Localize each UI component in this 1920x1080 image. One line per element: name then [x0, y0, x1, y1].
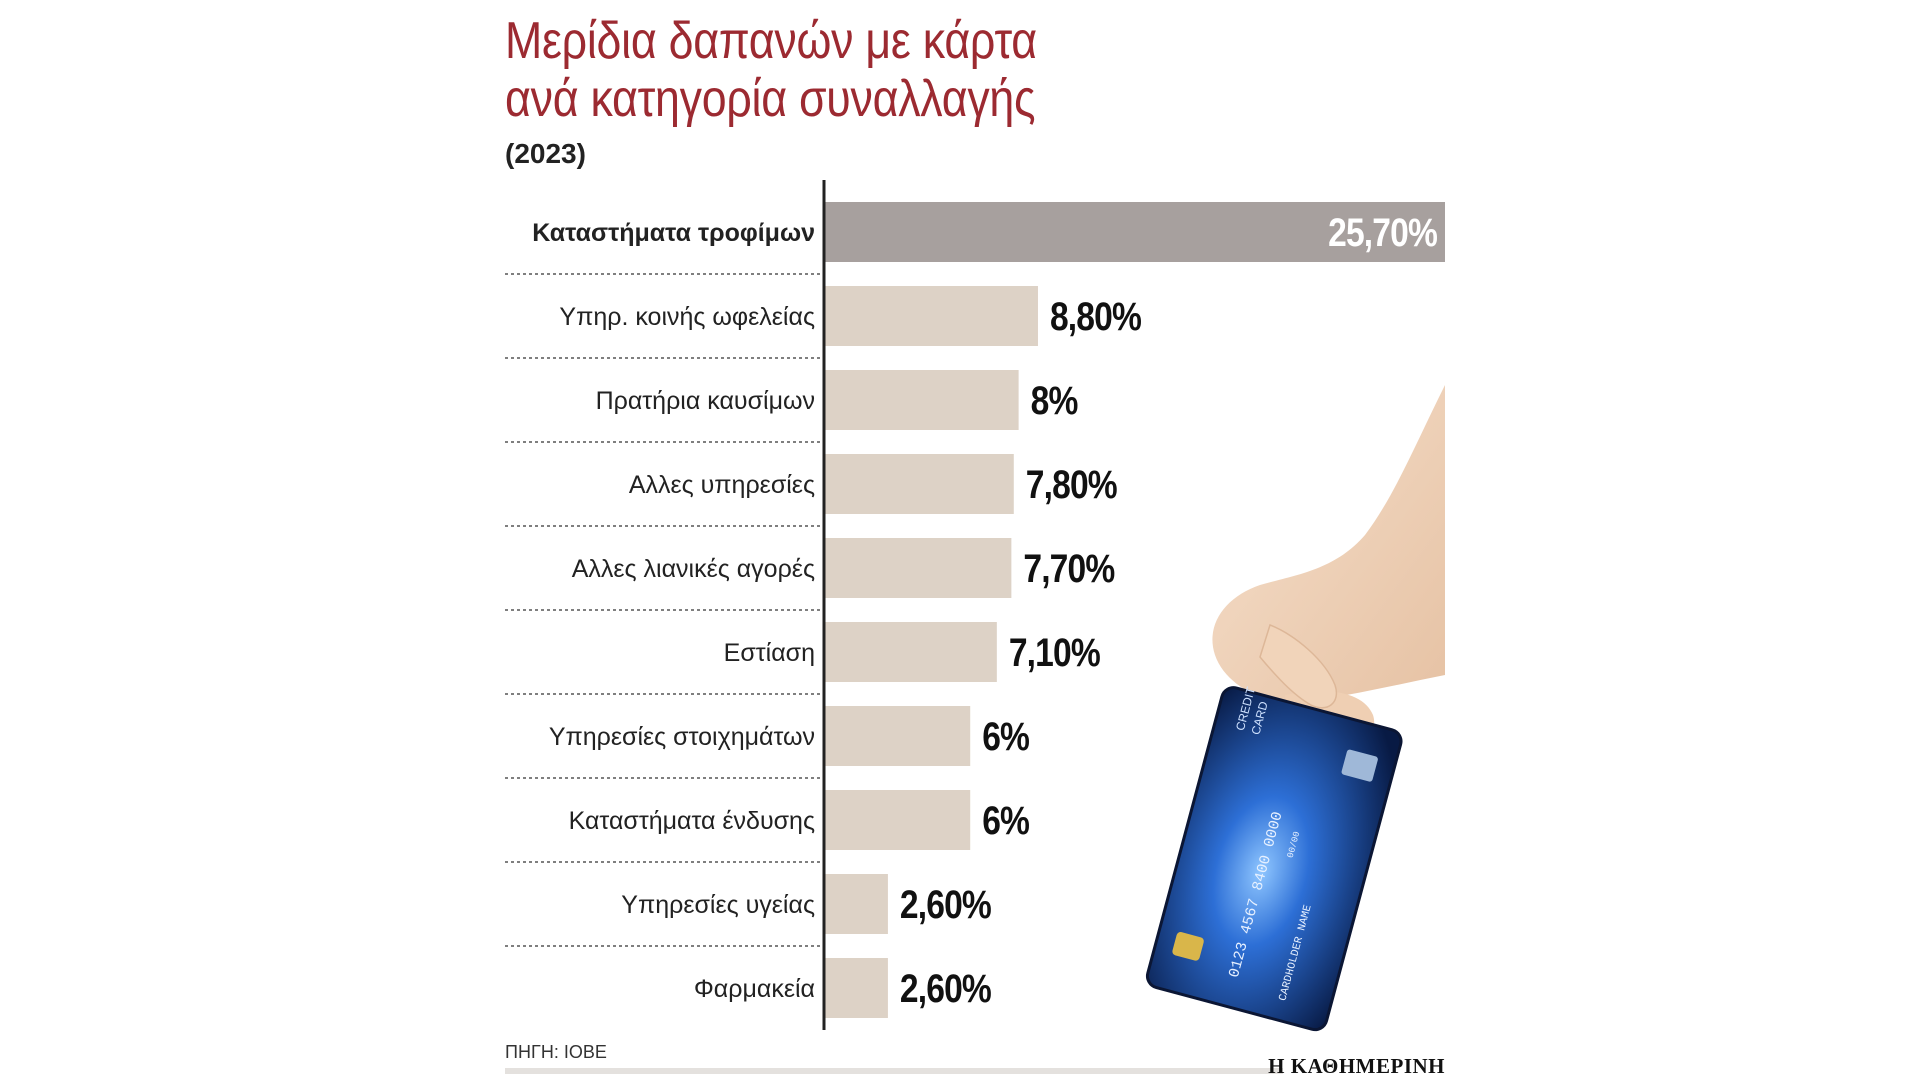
- value-label-4: 7,80%: [1026, 462, 1117, 506]
- bar-2: [825, 286, 1038, 346]
- value-label-3: 8%: [1031, 378, 1078, 422]
- chart-subtitle: (2023): [505, 138, 586, 169]
- category-label-9: Υπηρεσίες υγείας: [621, 891, 815, 919]
- value-label-2: 8,80%: [1050, 294, 1141, 338]
- value-label-6: 7,10%: [1009, 630, 1100, 674]
- value-label-5: 7,70%: [1023, 546, 1114, 590]
- hand-thumb-shape: [1259, 624, 1338, 709]
- value-label-9: 2,60%: [900, 882, 991, 926]
- category-label-2: Υπηρ. κοινής ωφελείας: [559, 303, 815, 331]
- category-label-4: Αλλες υπηρεσίες: [629, 471, 815, 499]
- bar-6: [825, 622, 997, 682]
- value-label-8: 6%: [982, 798, 1029, 842]
- hand-palm-shape: [1212, 385, 1445, 704]
- category-label-8: Καταστήματα ένδυσης: [569, 807, 815, 835]
- chart-title: Μερίδια δαπανών με κάρτα ανά κατηγορία σ…: [505, 12, 1037, 128]
- credit-card: CREDIT CARD 0123 4567 8400 0000 00/00 CA…: [1145, 685, 1403, 1032]
- hand-with-credit-card-illustration: CREDIT CARD 0123 4567 8400 0000 00/00 CA…: [1145, 385, 1445, 1032]
- value-label-10: 2,60%: [900, 966, 991, 1010]
- chart-title-line-2: ανά κατηγορία συναλλαγής: [505, 70, 1036, 128]
- chart-title-line-1: Μερίδια δαπανών με κάρτα: [505, 12, 1037, 70]
- category-label-5: Αλλες λιανικές αγορές: [572, 555, 815, 583]
- category-label-7: Υπηρεσίες στοιχημάτων: [549, 723, 815, 751]
- bar-4: [825, 454, 1014, 514]
- value-label-7: 6%: [982, 714, 1029, 758]
- bar-10: [825, 958, 888, 1018]
- bar-8: [825, 790, 971, 850]
- value-label-1: 25,70%: [1328, 210, 1437, 254]
- bar-9: [825, 874, 888, 934]
- category-label-6: Εστίαση: [724, 639, 815, 667]
- bar-1: [825, 202, 1445, 262]
- category-label-10: Φαρμακεία: [694, 975, 815, 1003]
- card-hologram-icon: [1341, 749, 1378, 782]
- bar-7: [825, 706, 971, 766]
- infographic-panel: Μερίδια δαπανών με κάρτα ανά κατηγορία σ…: [505, 0, 1445, 1080]
- bar-3: [825, 370, 1019, 430]
- publisher-logo-text: Η ΚΑΘΗΜΕΡΙΝΗ: [1268, 1054, 1445, 1078]
- card-chip-icon: [1172, 932, 1204, 961]
- footer-divider: [505, 1068, 1283, 1074]
- bar-chart: Καταστήματα τροφίμων 25,70% Υπηρ. κοινής ω…: [505, 180, 1445, 1030]
- bar-5: [825, 538, 1012, 598]
- credit-card-body: [1145, 686, 1403, 1032]
- category-label-3: Πρατήρια καυσίμων: [596, 387, 815, 415]
- source-note: ΠΗΓΗ: ΙΟΒΕ: [505, 1042, 607, 1062]
- category-label-1: Καταστήματα τροφίμων: [532, 219, 815, 247]
